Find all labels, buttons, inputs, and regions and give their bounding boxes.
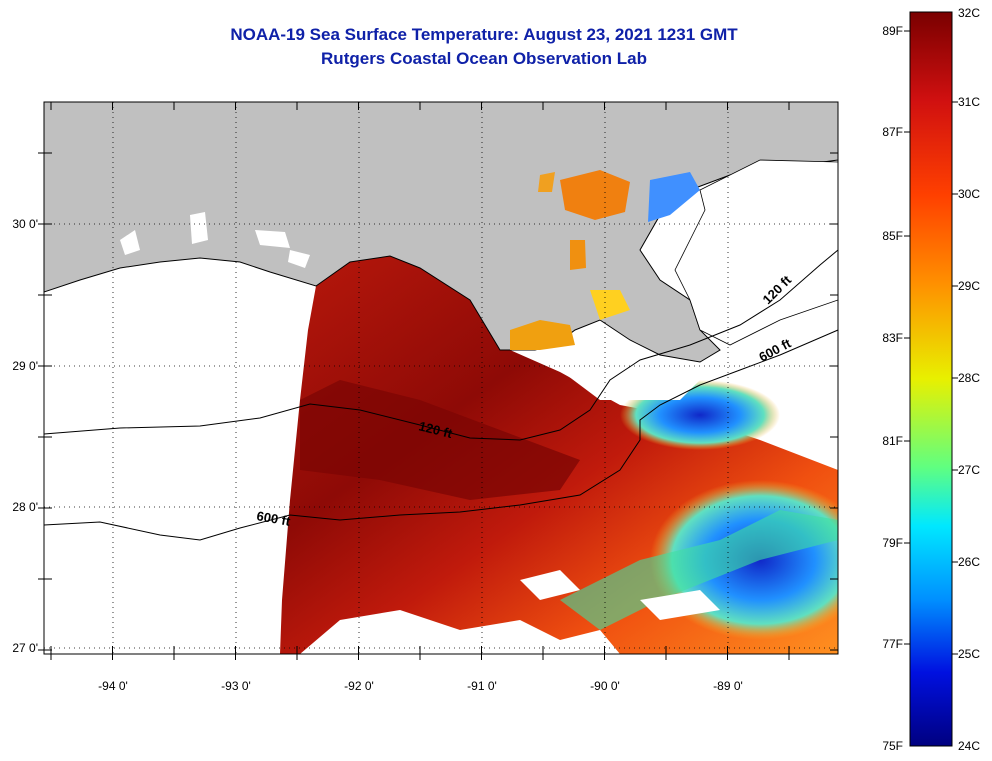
colorbar-c-label: 28C bbox=[958, 371, 980, 385]
colorbar-c-label: 25C bbox=[958, 647, 980, 661]
colorbar-f-label: 77F bbox=[882, 637, 903, 651]
grid-lines bbox=[44, 102, 838, 654]
colorbar-f-label: 87F bbox=[882, 125, 903, 139]
lake-1 bbox=[120, 230, 140, 255]
contour-120-line bbox=[43, 249, 839, 441]
colorbar-c-label: 30C bbox=[958, 187, 980, 201]
sst-warm-core bbox=[300, 380, 580, 500]
colorbar-c-label: 29C bbox=[958, 279, 980, 293]
x-tick-label: -90 0' bbox=[590, 679, 620, 693]
delta-marsh-2 bbox=[590, 290, 630, 320]
colorbar-c-label: 27C bbox=[958, 463, 980, 477]
colorbar-f-label: 85F bbox=[882, 229, 903, 243]
colorbar-f-label: 83F bbox=[882, 331, 903, 345]
plot-border bbox=[43, 101, 839, 655]
lake-4 bbox=[288, 250, 310, 268]
y-tick-label: 29 0' bbox=[12, 359, 38, 373]
y-tick-label: 30 0' bbox=[12, 217, 38, 231]
contour-600-line bbox=[43, 329, 839, 541]
map-title: NOAA-19 Sea Surface Temperature: August … bbox=[230, 25, 738, 44]
colorbar-f-label: 89F bbox=[882, 24, 903, 38]
colorbar-c-label: 31C bbox=[958, 95, 980, 109]
colorbar-f-label: 79F bbox=[882, 536, 903, 550]
x-tick-label: -94 0' bbox=[98, 679, 128, 693]
map-subtitle: Rutgers Coastal Ocean Observation Lab bbox=[321, 49, 647, 68]
lake-east bbox=[648, 172, 700, 222]
colorbar-c-label: 32C bbox=[958, 6, 980, 20]
coast-white-east bbox=[674, 159, 838, 346]
sst-transition-band bbox=[560, 510, 838, 630]
cloud-gaps-3 bbox=[640, 590, 720, 620]
lake-orange-2 bbox=[538, 172, 555, 192]
cloud-gaps bbox=[300, 610, 620, 654]
colorbar-ticks bbox=[904, 30, 958, 655]
lake-orange bbox=[560, 170, 630, 220]
colorbar-c-label: 24C bbox=[958, 739, 980, 753]
x-tick-label: -91 0' bbox=[467, 679, 497, 693]
y-tick-label: 27 0' bbox=[12, 641, 38, 655]
lake-orange-3 bbox=[570, 240, 586, 270]
land-mass bbox=[44, 102, 838, 363]
contour-label-600: 600 ft bbox=[255, 508, 292, 529]
colorbar-c-label: 26C bbox=[958, 555, 980, 569]
lake-3 bbox=[255, 230, 290, 248]
y-tick-label: 28 0' bbox=[12, 500, 38, 514]
x-tick-label: -89 0' bbox=[713, 679, 743, 693]
colorbar-f-label: 75F bbox=[882, 739, 903, 753]
x-tick-label: -93 0' bbox=[221, 679, 251, 693]
cloud-gaps-4 bbox=[560, 360, 700, 400]
delta-marsh bbox=[510, 320, 575, 350]
colorbar bbox=[909, 11, 953, 747]
cloud-gaps-2 bbox=[520, 570, 580, 600]
lake-2 bbox=[190, 212, 208, 244]
tick-marks bbox=[38, 102, 838, 660]
colorbar-f-label: 81F bbox=[882, 434, 903, 448]
x-tick-label: -92 0' bbox=[344, 679, 374, 693]
